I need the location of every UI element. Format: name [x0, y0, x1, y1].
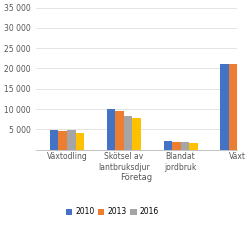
Bar — [189, 143, 198, 150]
Bar — [58, 131, 67, 150]
Bar — [132, 118, 141, 150]
Bar — [124, 116, 132, 150]
Bar — [50, 130, 58, 150]
Bar — [76, 132, 84, 150]
Bar — [172, 142, 180, 150]
Bar — [220, 64, 229, 150]
Bar — [164, 142, 172, 150]
Legend: 2010, 2013, 2016: 2010, 2013, 2016 — [63, 204, 162, 220]
Bar — [115, 111, 124, 150]
Bar — [229, 64, 237, 150]
Bar — [107, 109, 115, 150]
Bar — [67, 130, 76, 150]
X-axis label: Företag: Företag — [120, 173, 152, 182]
Bar — [180, 142, 189, 150]
